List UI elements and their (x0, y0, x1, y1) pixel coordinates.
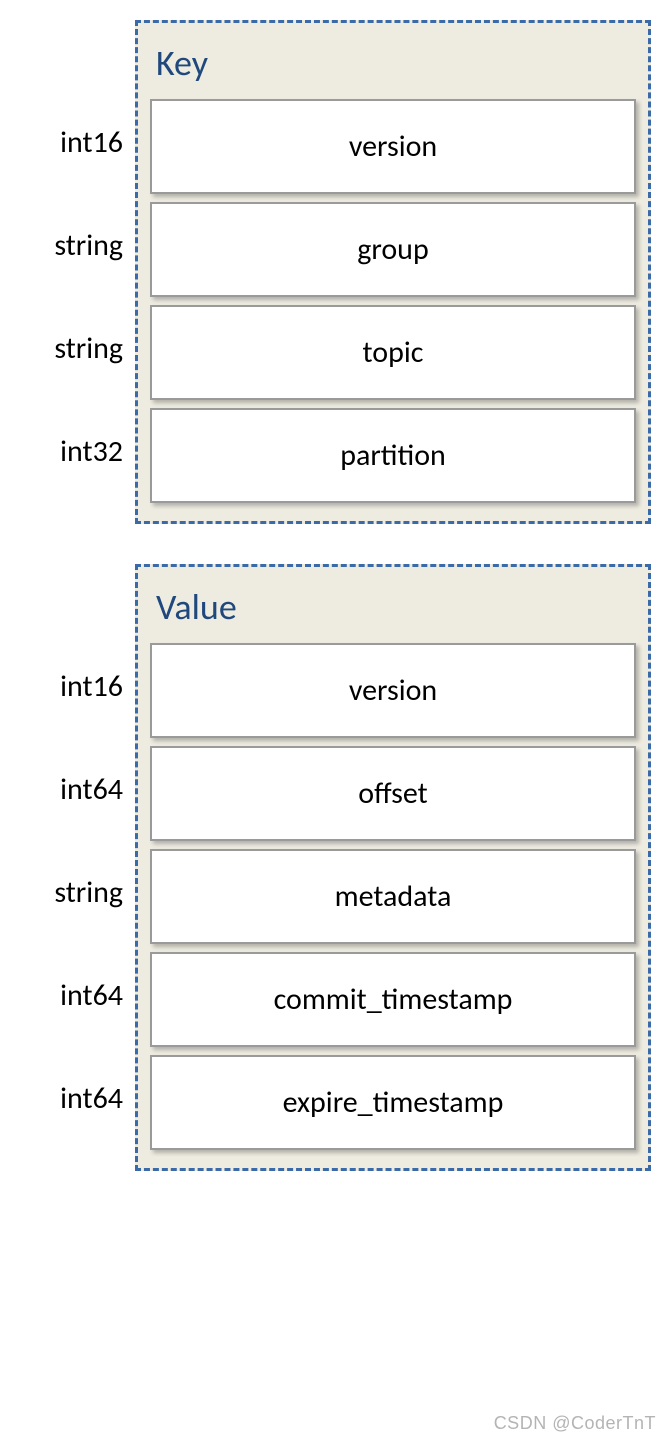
key-struct-box: Key version group topic partition (135, 20, 651, 524)
watermark: CSDN @CoderTnT (494, 1413, 656, 1434)
field-type: int64 (15, 948, 135, 1043)
field-name: offset (150, 746, 636, 841)
field-name: partition (150, 408, 636, 503)
field-name: group (150, 202, 636, 297)
field-name: version (150, 643, 636, 738)
key-section: int16 string string int32 Key version gr… (15, 20, 651, 524)
field-type: int16 (15, 639, 135, 734)
value-title: Value (150, 577, 636, 643)
value-struct-box: Value version offset metadata commit_tim… (135, 564, 651, 1171)
field-type: string (15, 198, 135, 293)
value-types-column: int16 int64 string int64 int64 (15, 564, 135, 1171)
key-types-column: int16 string string int32 (15, 20, 135, 524)
field-name: topic (150, 305, 636, 400)
key-title: Key (150, 33, 636, 99)
field-type: string (15, 301, 135, 396)
field-type: int16 (15, 95, 135, 190)
field-name: commit_timestamp (150, 952, 636, 1047)
field-name: version (150, 99, 636, 194)
field-type: string (15, 845, 135, 940)
field-name: expire_timestamp (150, 1055, 636, 1150)
field-name: metadata (150, 849, 636, 944)
value-section: int16 int64 string int64 int64 Value ver… (15, 564, 651, 1171)
field-type: int64 (15, 1051, 135, 1146)
field-type: int64 (15, 742, 135, 837)
field-type: int32 (15, 404, 135, 499)
